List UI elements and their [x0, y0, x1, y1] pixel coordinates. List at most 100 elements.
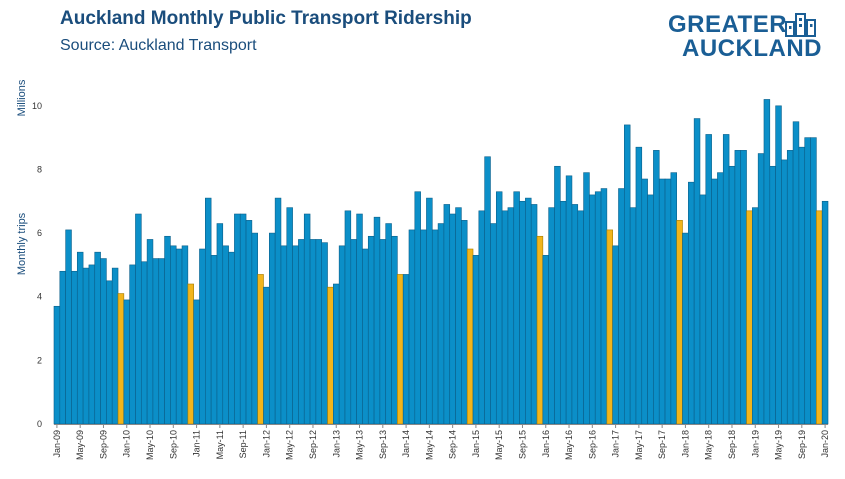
bar-december — [397, 274, 404, 425]
x-tick-label: Sep-12 — [308, 430, 318, 459]
bar — [490, 223, 497, 425]
y-tick-label: 4 — [37, 292, 42, 302]
x-tick-label: May-10 — [145, 430, 155, 460]
x-tick-label: Sep-17 — [657, 430, 667, 459]
bar — [292, 245, 299, 425]
bar — [577, 210, 584, 425]
x-tick-label: Sep-13 — [378, 430, 388, 459]
bar — [589, 194, 596, 425]
bar — [193, 299, 200, 425]
bar — [414, 191, 421, 425]
bar — [146, 239, 154, 425]
bar — [565, 175, 573, 425]
bar — [123, 299, 130, 425]
bar — [373, 216, 381, 425]
bar — [763, 99, 771, 425]
bar — [548, 207, 555, 425]
x-tick-label: Jan-14 — [401, 430, 411, 458]
bar — [140, 261, 148, 425]
x-tick-label: May-14 — [424, 430, 434, 460]
bar — [426, 197, 433, 425]
bar — [810, 137, 817, 425]
x-tick-label: Jan-19 — [750, 430, 760, 458]
bar — [449, 213, 456, 425]
x-tick-label: Sep-18 — [727, 430, 737, 459]
bar-december — [746, 210, 753, 425]
bar — [286, 207, 293, 425]
bar — [507, 207, 515, 425]
bar — [205, 197, 212, 425]
bar — [106, 280, 113, 425]
x-tick-label: May-18 — [704, 430, 714, 460]
bar-december — [536, 235, 544, 425]
logo-text-line2: AUCKLAND — [682, 35, 822, 62]
bar — [321, 242, 328, 425]
bar-december — [816, 210, 823, 425]
bar — [94, 251, 101, 425]
bar — [740, 150, 747, 425]
bar — [618, 188, 625, 425]
bar-december — [187, 283, 194, 425]
bar — [53, 305, 61, 425]
x-tick-label: Sep-09 — [98, 430, 108, 459]
bar — [821, 200, 829, 425]
bar-december — [257, 274, 264, 425]
bar — [699, 194, 707, 425]
bar — [181, 245, 189, 425]
bar — [164, 235, 171, 425]
x-tick-label: Jan-20 — [820, 430, 830, 458]
bar — [379, 239, 387, 425]
bar — [263, 286, 270, 425]
x-tick-label: Jan-13 — [331, 430, 341, 458]
bar — [734, 150, 742, 425]
x-tick-label: May-15 — [494, 430, 504, 460]
bar — [513, 191, 520, 425]
bar — [251, 232, 258, 425]
bar — [420, 229, 427, 425]
bar — [722, 134, 730, 425]
bar — [554, 165, 561, 425]
bar — [781, 159, 788, 425]
bar — [612, 245, 619, 425]
bar-december — [117, 293, 125, 425]
x-tick-label: Jan-16 — [541, 430, 551, 458]
bar — [519, 200, 526, 425]
bar — [461, 220, 468, 425]
bar — [210, 255, 218, 425]
bar — [303, 213, 311, 425]
logo-text-line1: GREATER — [668, 11, 788, 38]
bar — [82, 267, 90, 425]
bar — [600, 188, 608, 425]
bar — [280, 245, 288, 425]
bar — [437, 223, 445, 425]
chart-title: Auckland Monthly Public Transport Riders… — [60, 8, 472, 29]
bar — [641, 178, 648, 425]
city-buildings-icon — [785, 13, 816, 37]
bar — [216, 223, 224, 425]
x-tick-label: Jan-12 — [261, 430, 271, 458]
bar — [728, 165, 736, 425]
bar — [443, 204, 451, 425]
x-tick-label: May-19 — [774, 430, 784, 460]
bar — [484, 156, 491, 425]
x-tick-label: Sep-14 — [448, 430, 458, 459]
bar — [769, 165, 776, 425]
y-tick-label: 10 — [32, 101, 42, 111]
x-tick-label: Jan-10 — [122, 430, 132, 458]
bar — [624, 124, 631, 425]
bar — [59, 270, 66, 425]
y-tick-label: 0 — [37, 419, 42, 429]
bar — [455, 207, 462, 425]
y-axis-unit-label: Millions — [16, 79, 28, 116]
bar — [269, 232, 276, 425]
x-tick-label: May-13 — [355, 430, 365, 460]
bar — [338, 245, 346, 425]
bar — [658, 178, 666, 425]
bar — [129, 264, 136, 425]
bar — [757, 153, 765, 425]
bar — [158, 258, 165, 425]
bar — [65, 229, 72, 425]
bar — [693, 118, 701, 425]
bar — [472, 255, 480, 425]
